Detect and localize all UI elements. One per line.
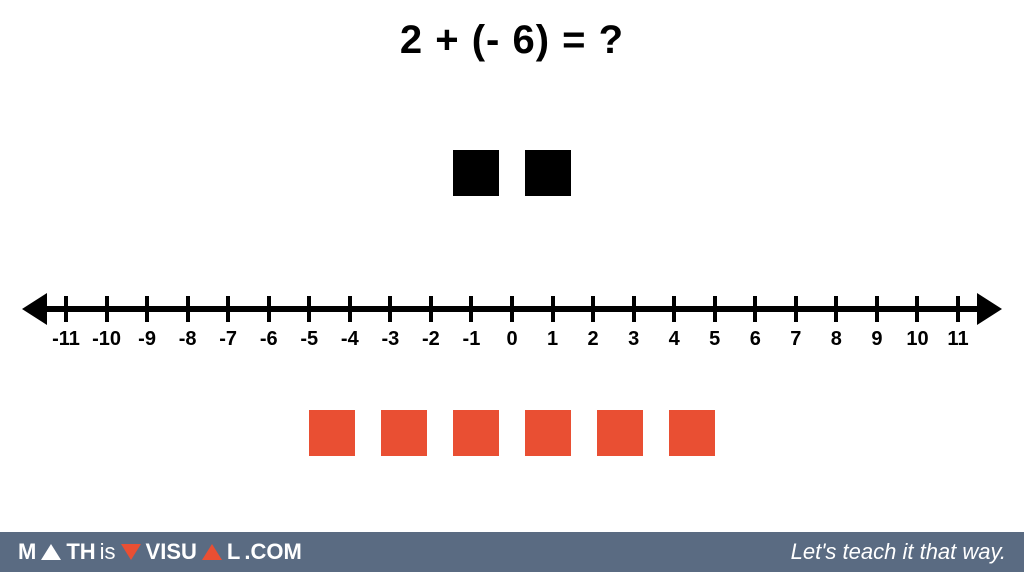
square-tile bbox=[525, 410, 571, 456]
tick-label: -1 bbox=[463, 328, 481, 351]
tick-label: 4 bbox=[669, 328, 680, 351]
square-tile bbox=[669, 410, 715, 456]
tick-label: -7 bbox=[219, 328, 237, 351]
tick-label: 3 bbox=[628, 328, 639, 351]
tick bbox=[267, 296, 271, 322]
tick bbox=[794, 296, 798, 322]
logo-m: M bbox=[18, 539, 36, 565]
triangle-up-icon bbox=[41, 544, 61, 560]
tick-label: 6 bbox=[750, 328, 761, 351]
tick-label: 5 bbox=[709, 328, 720, 351]
tick-label: 10 bbox=[906, 328, 928, 351]
equation-title: 2 + (- 6) = ? bbox=[0, 18, 1024, 63]
negative-squares-row bbox=[0, 410, 1024, 456]
footer-tagline: Let's teach it that way. bbox=[791, 539, 1006, 565]
square-tile bbox=[453, 410, 499, 456]
tick-label: -6 bbox=[260, 328, 278, 351]
square-tile bbox=[309, 410, 355, 456]
tick bbox=[753, 296, 757, 322]
logo-is: is bbox=[100, 539, 116, 565]
tick-label: -2 bbox=[422, 328, 440, 351]
triangle-down-icon bbox=[121, 544, 141, 560]
tick bbox=[429, 296, 433, 322]
tick bbox=[145, 296, 149, 322]
numberline: -11-10-9-8-7-6-5-4-3-2-101234567891011 bbox=[22, 296, 1002, 368]
tick-label: -11 bbox=[52, 328, 80, 351]
tick bbox=[388, 296, 392, 322]
tick bbox=[834, 296, 838, 322]
tick bbox=[672, 296, 676, 322]
arrow-right-icon bbox=[977, 293, 1002, 325]
square-tile bbox=[381, 410, 427, 456]
tick bbox=[915, 296, 919, 322]
tick-label: 0 bbox=[506, 328, 517, 351]
square-tile bbox=[453, 150, 499, 196]
tick-label: -5 bbox=[300, 328, 318, 351]
logo-th: TH bbox=[66, 539, 95, 565]
tick-label: 7 bbox=[790, 328, 801, 351]
tick-label: 8 bbox=[831, 328, 842, 351]
square-tile bbox=[597, 410, 643, 456]
footer-bar: M TH is VISU L.COM Let's teach it that way… bbox=[0, 532, 1024, 572]
logo-com: .COM bbox=[244, 539, 301, 565]
tick bbox=[226, 296, 230, 322]
tick-label: 11 bbox=[947, 328, 968, 351]
tick bbox=[186, 296, 190, 322]
tick-label: 1 bbox=[547, 328, 558, 351]
tick bbox=[64, 296, 68, 322]
tick-label: -4 bbox=[341, 328, 359, 351]
site-logo: M TH is VISU L.COM bbox=[18, 539, 302, 565]
tick bbox=[956, 296, 960, 322]
tick-label: -8 bbox=[179, 328, 197, 351]
square-tile bbox=[525, 150, 571, 196]
tick bbox=[551, 296, 555, 322]
tick bbox=[348, 296, 352, 322]
tick bbox=[105, 296, 109, 322]
tick-label: -9 bbox=[138, 328, 156, 351]
tick bbox=[591, 296, 595, 322]
tick bbox=[469, 296, 473, 322]
triangle-up-red-icon bbox=[202, 544, 222, 560]
tick bbox=[307, 296, 311, 322]
tick-label: 9 bbox=[871, 328, 882, 351]
logo-visu: VISU bbox=[146, 539, 197, 565]
positive-squares-row bbox=[0, 150, 1024, 196]
numberline-container: -11-10-9-8-7-6-5-4-3-2-101234567891011 bbox=[0, 296, 1024, 368]
tick-label: -3 bbox=[381, 328, 399, 351]
tick-label: 2 bbox=[588, 328, 599, 351]
tick bbox=[510, 296, 514, 322]
equation-text: 2 + (- 6) = ? bbox=[400, 18, 624, 62]
tick-label: -10 bbox=[92, 328, 121, 351]
logo-l: L bbox=[227, 539, 240, 565]
tick bbox=[713, 296, 717, 322]
tick bbox=[632, 296, 636, 322]
tick bbox=[875, 296, 879, 322]
